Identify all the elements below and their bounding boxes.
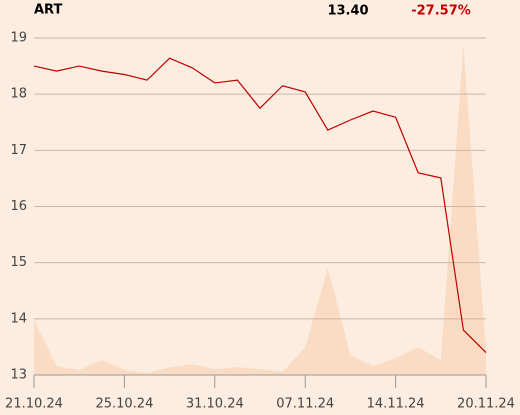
change: -27.57% — [411, 4, 471, 19]
x-tick-label: 25.10.24 — [95, 397, 153, 412]
price: 13.40 — [327, 4, 368, 19]
y-tick-label: 16 — [10, 199, 27, 214]
x-tick-label: 07.11.24 — [276, 397, 334, 412]
y-tick-label: 17 — [10, 143, 27, 158]
x-tick-label: 14.11.24 — [367, 397, 425, 412]
y-tick-label: 19 — [10, 31, 27, 46]
price-line — [33, 57, 487, 353]
x-tick-label: 21.10.24 — [5, 397, 63, 412]
y-tick-label: 14 — [10, 311, 27, 326]
y-tick-label: 18 — [10, 87, 27, 102]
y-tick-label: 15 — [10, 255, 27, 270]
y-tick-label: 13 — [10, 368, 27, 383]
chart-title: ART — [34, 3, 62, 18]
x-tick-label: 31.10.24 — [186, 397, 244, 412]
x-tick-label: 20.11.24 — [457, 397, 515, 412]
